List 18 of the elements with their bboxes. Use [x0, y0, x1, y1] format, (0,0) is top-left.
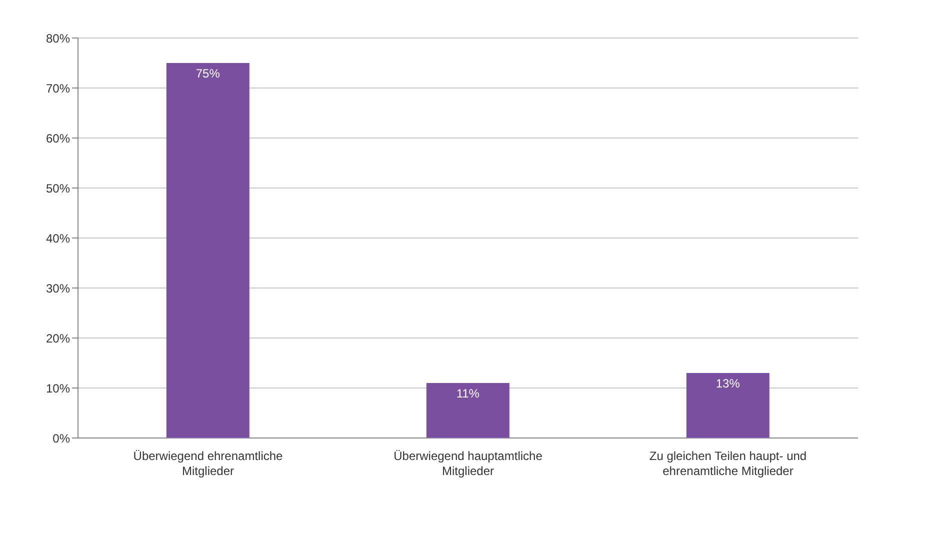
y-tick-label: 40%	[46, 231, 70, 246]
y-tick-label: 30%	[46, 281, 70, 296]
y-tick-label: 10%	[46, 381, 70, 396]
x-tick-label: Überwiegend ehrenamtliche Mitglieder	[133, 449, 284, 478]
y-tick-label: 70%	[46, 81, 70, 96]
y-tick-label: 80%	[46, 31, 70, 46]
y-tick-label: 0%	[52, 431, 70, 446]
data-label: 75%	[196, 66, 220, 81]
bar	[426, 383, 510, 438]
bar	[166, 63, 250, 438]
y-tick-label: 60%	[46, 131, 70, 146]
y-tick-label: 50%	[46, 181, 70, 196]
y-tick-label: 20%	[46, 331, 70, 346]
data-label: 11%	[456, 386, 480, 401]
bar	[686, 373, 770, 438]
x-tick-label: Zu gleichen Teilen haupt- und ehrenamtliche Mitglieder	[649, 449, 807, 478]
data-label: 13%	[716, 376, 740, 391]
x-tick-label: Überwiegend hauptamtliche Mitglieder	[394, 449, 543, 478]
